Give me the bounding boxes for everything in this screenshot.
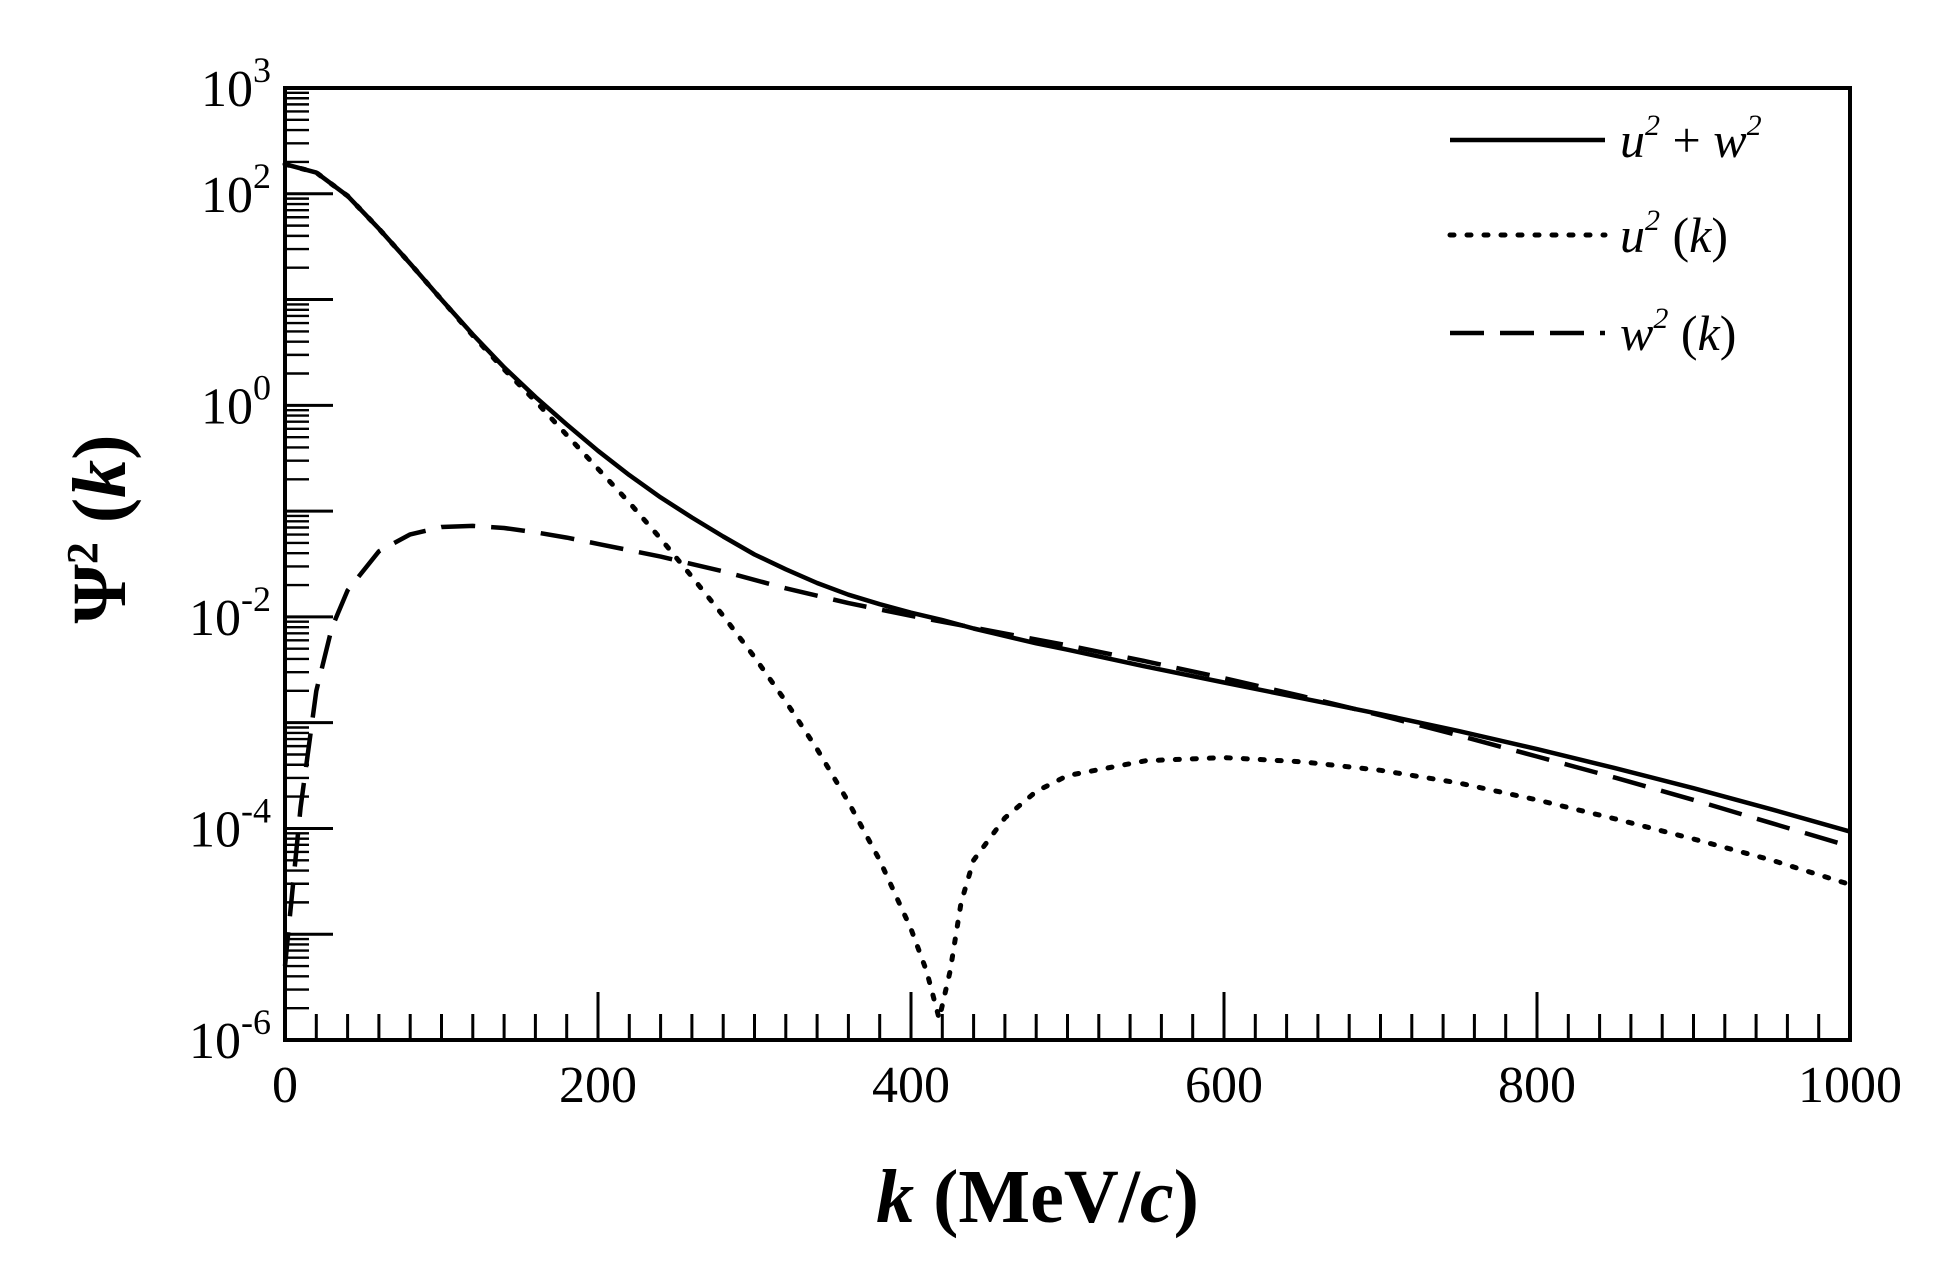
legend-label: w2 (k) [1620, 302, 1736, 361]
series-line-dotted [282, 161, 1853, 1022]
y-axis-title-var: k [58, 460, 142, 498]
legend-label: u2 (k) [1620, 204, 1728, 263]
x-tick-label: 600 [1185, 1057, 1263, 1114]
x-tick-label: 200 [559, 1057, 637, 1114]
legend: u2 + w2 u2 (k) w2 (k) [1447, 109, 1762, 361]
x-axis: 0 200 400 600 800 1000 [272, 992, 1902, 1114]
y-axis-title-open: ( [58, 498, 142, 542]
y-tick-label: 10-2 [189, 579, 271, 647]
y-axis-title-sup: 2 [58, 542, 107, 564]
y-axis-title-close: ) [58, 435, 142, 460]
x-axis-title-unit-var: c [1140, 1155, 1174, 1239]
series-line-solid [284, 162, 1851, 834]
x-axis-title-unit-close: ) [1174, 1155, 1199, 1239]
x-tick-label: 400 [872, 1057, 950, 1114]
y-tick-label: 102 [201, 156, 271, 224]
x-axis-title: k (MeV/c) [876, 1155, 1199, 1239]
plot-frame [283, 86, 1852, 1042]
x-tick-label: 1000 [1798, 1057, 1902, 1114]
y-axis: 10-6 10-4 10-2 100 102 103 [189, 50, 333, 1070]
x-tick-label: 0 [272, 1057, 298, 1114]
y-axis-title-psi: Ψ [58, 564, 142, 623]
y-axis-title: Ψ2 (k) [58, 435, 142, 624]
x-tick-label: 800 [1498, 1057, 1576, 1114]
y-tick-label: 100 [201, 367, 271, 435]
y-tick-label: 103 [201, 50, 271, 118]
y-tick-label: 10-4 [189, 790, 271, 858]
series-line-dashed [282, 523, 1851, 967]
plot-lines [282, 161, 1853, 1022]
y-tick-label: 10-6 [189, 1002, 271, 1070]
x-axis-title-var: k [876, 1155, 914, 1239]
x-axis-title-unit-open: (MeV/ [914, 1155, 1141, 1239]
legend-label: u2 + w2 [1620, 109, 1762, 168]
